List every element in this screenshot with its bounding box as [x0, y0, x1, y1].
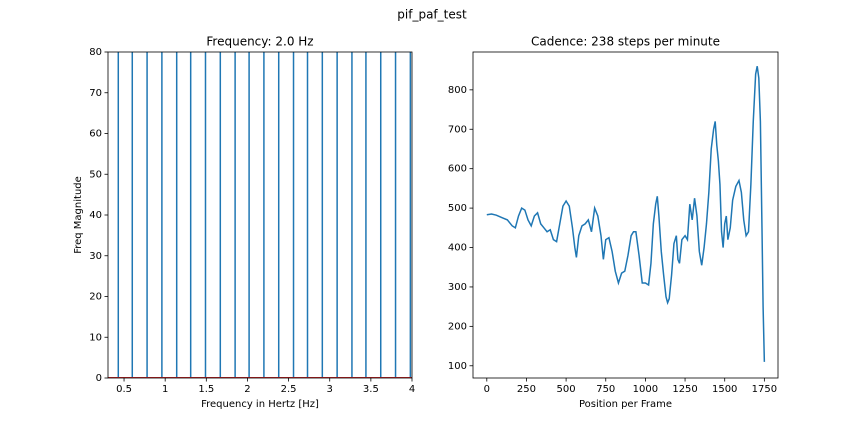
axes-frame [472, 51, 779, 379]
plot-area [108, 52, 412, 378]
x-tick-label: 3.5 [363, 384, 379, 395]
y-tick-label: 20 [89, 292, 102, 303]
x-tick-label: 1 [162, 384, 168, 395]
x-tick-label: 1.5 [198, 384, 214, 395]
y-tick-label: 40 [89, 210, 102, 221]
x-tick-label: 2.5 [281, 384, 297, 395]
axes-background [473, 52, 778, 378]
x-tick-label: 3 [327, 384, 333, 395]
y-tick-label: 800 [448, 85, 467, 96]
y-tick-label: 400 [448, 243, 467, 254]
x-axis-label: Position per Frame [579, 399, 672, 410]
x-tick-label: 1500 [712, 384, 737, 395]
x-tick-label: 750 [596, 384, 615, 395]
data-line [486, 66, 766, 362]
y-tick-label: 700 [448, 124, 467, 135]
x-tick-label: 500 [557, 384, 576, 395]
x-tick-label: 4 [409, 384, 415, 395]
x-tick-label: 2 [244, 384, 250, 395]
plot-area [473, 52, 778, 378]
y-tick-label: 80 [89, 47, 102, 58]
y-tick-label: 200 [448, 321, 467, 332]
y-tick-label: 10 [89, 332, 102, 343]
y-tick-label: 0 [96, 373, 102, 384]
y-tick-label: 300 [448, 282, 467, 293]
y-tick-label: 600 [448, 164, 467, 175]
axes-title: Frequency: 2.0 Hz [206, 35, 313, 49]
y-tick-label: 50 [89, 169, 102, 180]
figure-title: pif_paf_test [397, 8, 467, 22]
y-tick-label: 70 [89, 88, 102, 99]
axes-background [108, 52, 412, 378]
x-tick-label: 0 [484, 384, 490, 395]
y-tick-label: 500 [448, 203, 467, 214]
y-tick-label: 30 [89, 251, 102, 262]
y-tick-label: 60 [89, 129, 102, 140]
axes-title: Cadence: 238 steps per minute [531, 35, 720, 49]
x-tick-label: 1000 [633, 384, 658, 395]
x-axis-label: Frequency in Hertz [Hz] [201, 399, 319, 410]
x-tick-label: 0.5 [116, 384, 132, 395]
y-axis-label: Freq Magnitude [73, 176, 84, 254]
y-tick-label: 100 [448, 361, 467, 372]
x-tick-label: 1250 [672, 384, 697, 395]
x-tick-label: 250 [517, 384, 536, 395]
x-tick-label: 1750 [752, 384, 777, 395]
